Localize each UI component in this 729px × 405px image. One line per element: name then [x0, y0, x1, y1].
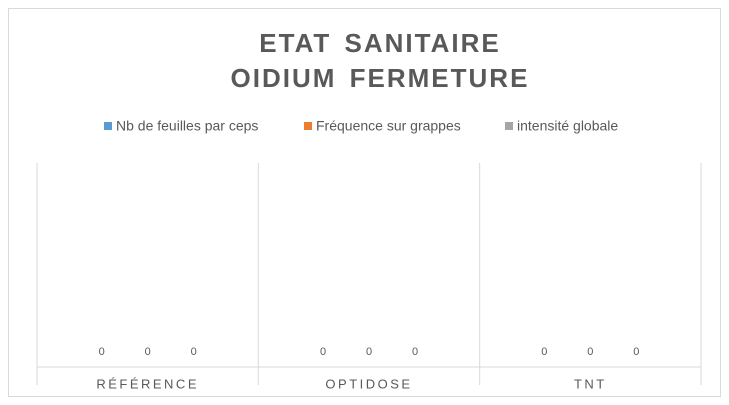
data-label: 0 [366, 346, 372, 358]
data-label: 0 [145, 346, 151, 358]
x-tick-label: TNT [574, 376, 607, 391]
data-label: 0 [587, 346, 593, 358]
data-label: 0 [541, 346, 547, 358]
legend-swatch [505, 122, 513, 130]
chart-title: ETAT SANITAIRE OIDIUM FERMETURE [230, 28, 530, 93]
chart-border [8, 8, 721, 397]
legend-label: Fréquence sur grappes [316, 118, 461, 134]
data-label: 0 [99, 346, 105, 358]
legend-label: Nb de feuilles par ceps [116, 118, 258, 134]
x-tick-label: OPTIDOSE [325, 376, 412, 391]
legend-swatch [104, 122, 112, 130]
legend-swatch [304, 122, 312, 130]
data-label: 0 [320, 346, 326, 358]
legend-label: intensité globale [517, 118, 618, 134]
data-label: 0 [633, 346, 639, 358]
x-tick-label: RÉFÉRENCE [96, 376, 199, 391]
data-label: 0 [191, 346, 197, 358]
data-label: 0 [412, 346, 418, 358]
